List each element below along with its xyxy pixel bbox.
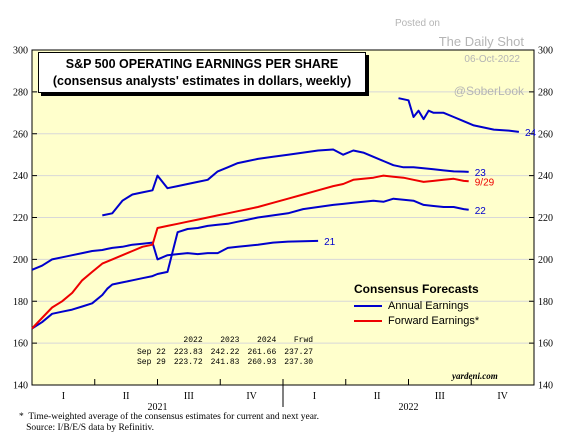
footnote-line: * Time-weighted average of the consensus… <box>19 412 319 422</box>
x-quarter-label: II <box>374 391 381 402</box>
series-line-22 <box>31 197 469 330</box>
y-tick-label-right: 140 <box>538 381 553 392</box>
table-cell: 237.30 <box>284 358 314 367</box>
table-cell: 223.83 <box>173 348 203 357</box>
footnote-source: Source: I/B/E/S data by Refinitiv. <box>19 423 155 433</box>
watermark-handle: @SoberLook <box>453 84 524 98</box>
series-end-labels: 21 22 23 24 9/29 <box>324 128 536 248</box>
watermark-source: The Daily Shot <box>438 34 524 49</box>
watermark-date: 06-Oct-2022 <box>464 54 520 65</box>
table-header: 2024 <box>257 336 277 345</box>
y-tick-label-left: 200 <box>13 255 28 266</box>
table-cell: 242.22 <box>210 348 240 357</box>
y-tick-label-left: 140 <box>13 381 28 392</box>
legend-swatch-forward <box>354 319 382 322</box>
series-line-24 <box>398 97 520 133</box>
table-row: Sep 22 223.83 242.22 261.66 237.27 <box>133 348 317 358</box>
y-tick-label-left: 300 <box>13 46 28 57</box>
legend-item-annual: Annual Earnings <box>354 298 479 313</box>
y-tick-label-right: 200 <box>538 255 553 266</box>
table-cell: 260.93 <box>247 358 277 367</box>
legend-title: Consensus Forecasts <box>354 282 479 296</box>
series-label-22: 22 <box>475 206 487 217</box>
credit: yardeni.com <box>452 371 498 381</box>
grid <box>32 91 534 344</box>
table-row: Sep 29 223.72 241.83 260.93 237.30 <box>133 358 317 368</box>
table-header: 2022 <box>183 336 203 345</box>
forecast-table: 2022 2023 2024 Frwd Sep 22 223.83 242.22… <box>133 336 317 368</box>
footnote: * Time-weighted average of the consensus… <box>19 412 319 434</box>
series-lines <box>31 97 520 330</box>
y-tick-label-right: 240 <box>538 171 553 182</box>
x-quarter-label: III <box>435 391 445 402</box>
table-cell: 237.27 <box>284 348 314 357</box>
legend-swatch-annual <box>354 304 382 307</box>
legend-label-forward: Forward Earnings* <box>388 314 480 327</box>
y-tick-label-right: 160 <box>538 339 553 350</box>
table-cell: 241.83 <box>210 358 240 367</box>
x-year-label: 2021 <box>148 402 168 413</box>
y-tick-label-left: 280 <box>13 87 28 98</box>
chart-title-box: S&P 500 OPERATING EARNINGS PER SHARE (co… <box>38 52 366 93</box>
y-tick-label-right: 280 <box>538 87 553 98</box>
table-cell: 223.72 <box>173 358 203 367</box>
x-quarter-label: I <box>62 391 65 402</box>
table-cell: Sep 29 <box>137 358 166 367</box>
y-tick-label-left: 240 <box>13 171 28 182</box>
series-label-9-29: 9/29 <box>475 177 495 188</box>
series-label-21: 21 <box>324 237 336 248</box>
series-label-23: 23 <box>475 168 487 179</box>
table-header: 2023 <box>220 336 240 345</box>
y-tick-label-left: 220 <box>13 213 28 224</box>
series-line-23 <box>102 148 469 217</box>
table-header: Frwd <box>293 336 314 345</box>
x-quarter-label: I <box>313 391 316 402</box>
x-quarter-label: III <box>184 391 194 402</box>
y-tick-label-right: 220 <box>538 213 553 224</box>
series-line-21 <box>31 239 319 271</box>
chart-subtitle: (consensus analysts' estimates in dollar… <box>52 74 352 88</box>
x-year-label: 2022 <box>399 402 419 413</box>
y-tick-label-left: 180 <box>13 297 28 308</box>
series-label-24: 24 <box>525 128 537 139</box>
legend-item-forward: Forward Earnings* <box>354 313 479 328</box>
series-line-9-29 <box>31 174 469 330</box>
table-header-row: 2022 2023 2024 Frwd <box>133 336 317 348</box>
y-tick-label-right: 260 <box>538 129 553 140</box>
x-quarter-label: IV <box>246 391 257 402</box>
x-quarter-label: IV <box>497 391 508 402</box>
chart-title: S&P 500 OPERATING EARNINGS PER SHARE <box>65 57 339 71</box>
table-cell: 261.66 <box>247 348 277 357</box>
y-tick-label-left: 260 <box>13 129 28 140</box>
watermark-posted: Posted on <box>394 18 440 29</box>
legend: Consensus Forecasts Annual Earnings Forw… <box>354 282 479 328</box>
table-header <box>133 336 170 348</box>
table-cell: Sep 22 <box>137 348 166 357</box>
legend-label-annual: Annual Earnings <box>388 299 469 312</box>
y-tick-label-right: 300 <box>538 46 553 57</box>
y-tick-label-left: 160 <box>13 339 28 350</box>
y-tick-label-right: 180 <box>538 297 553 308</box>
x-quarter-label: II <box>123 391 130 402</box>
